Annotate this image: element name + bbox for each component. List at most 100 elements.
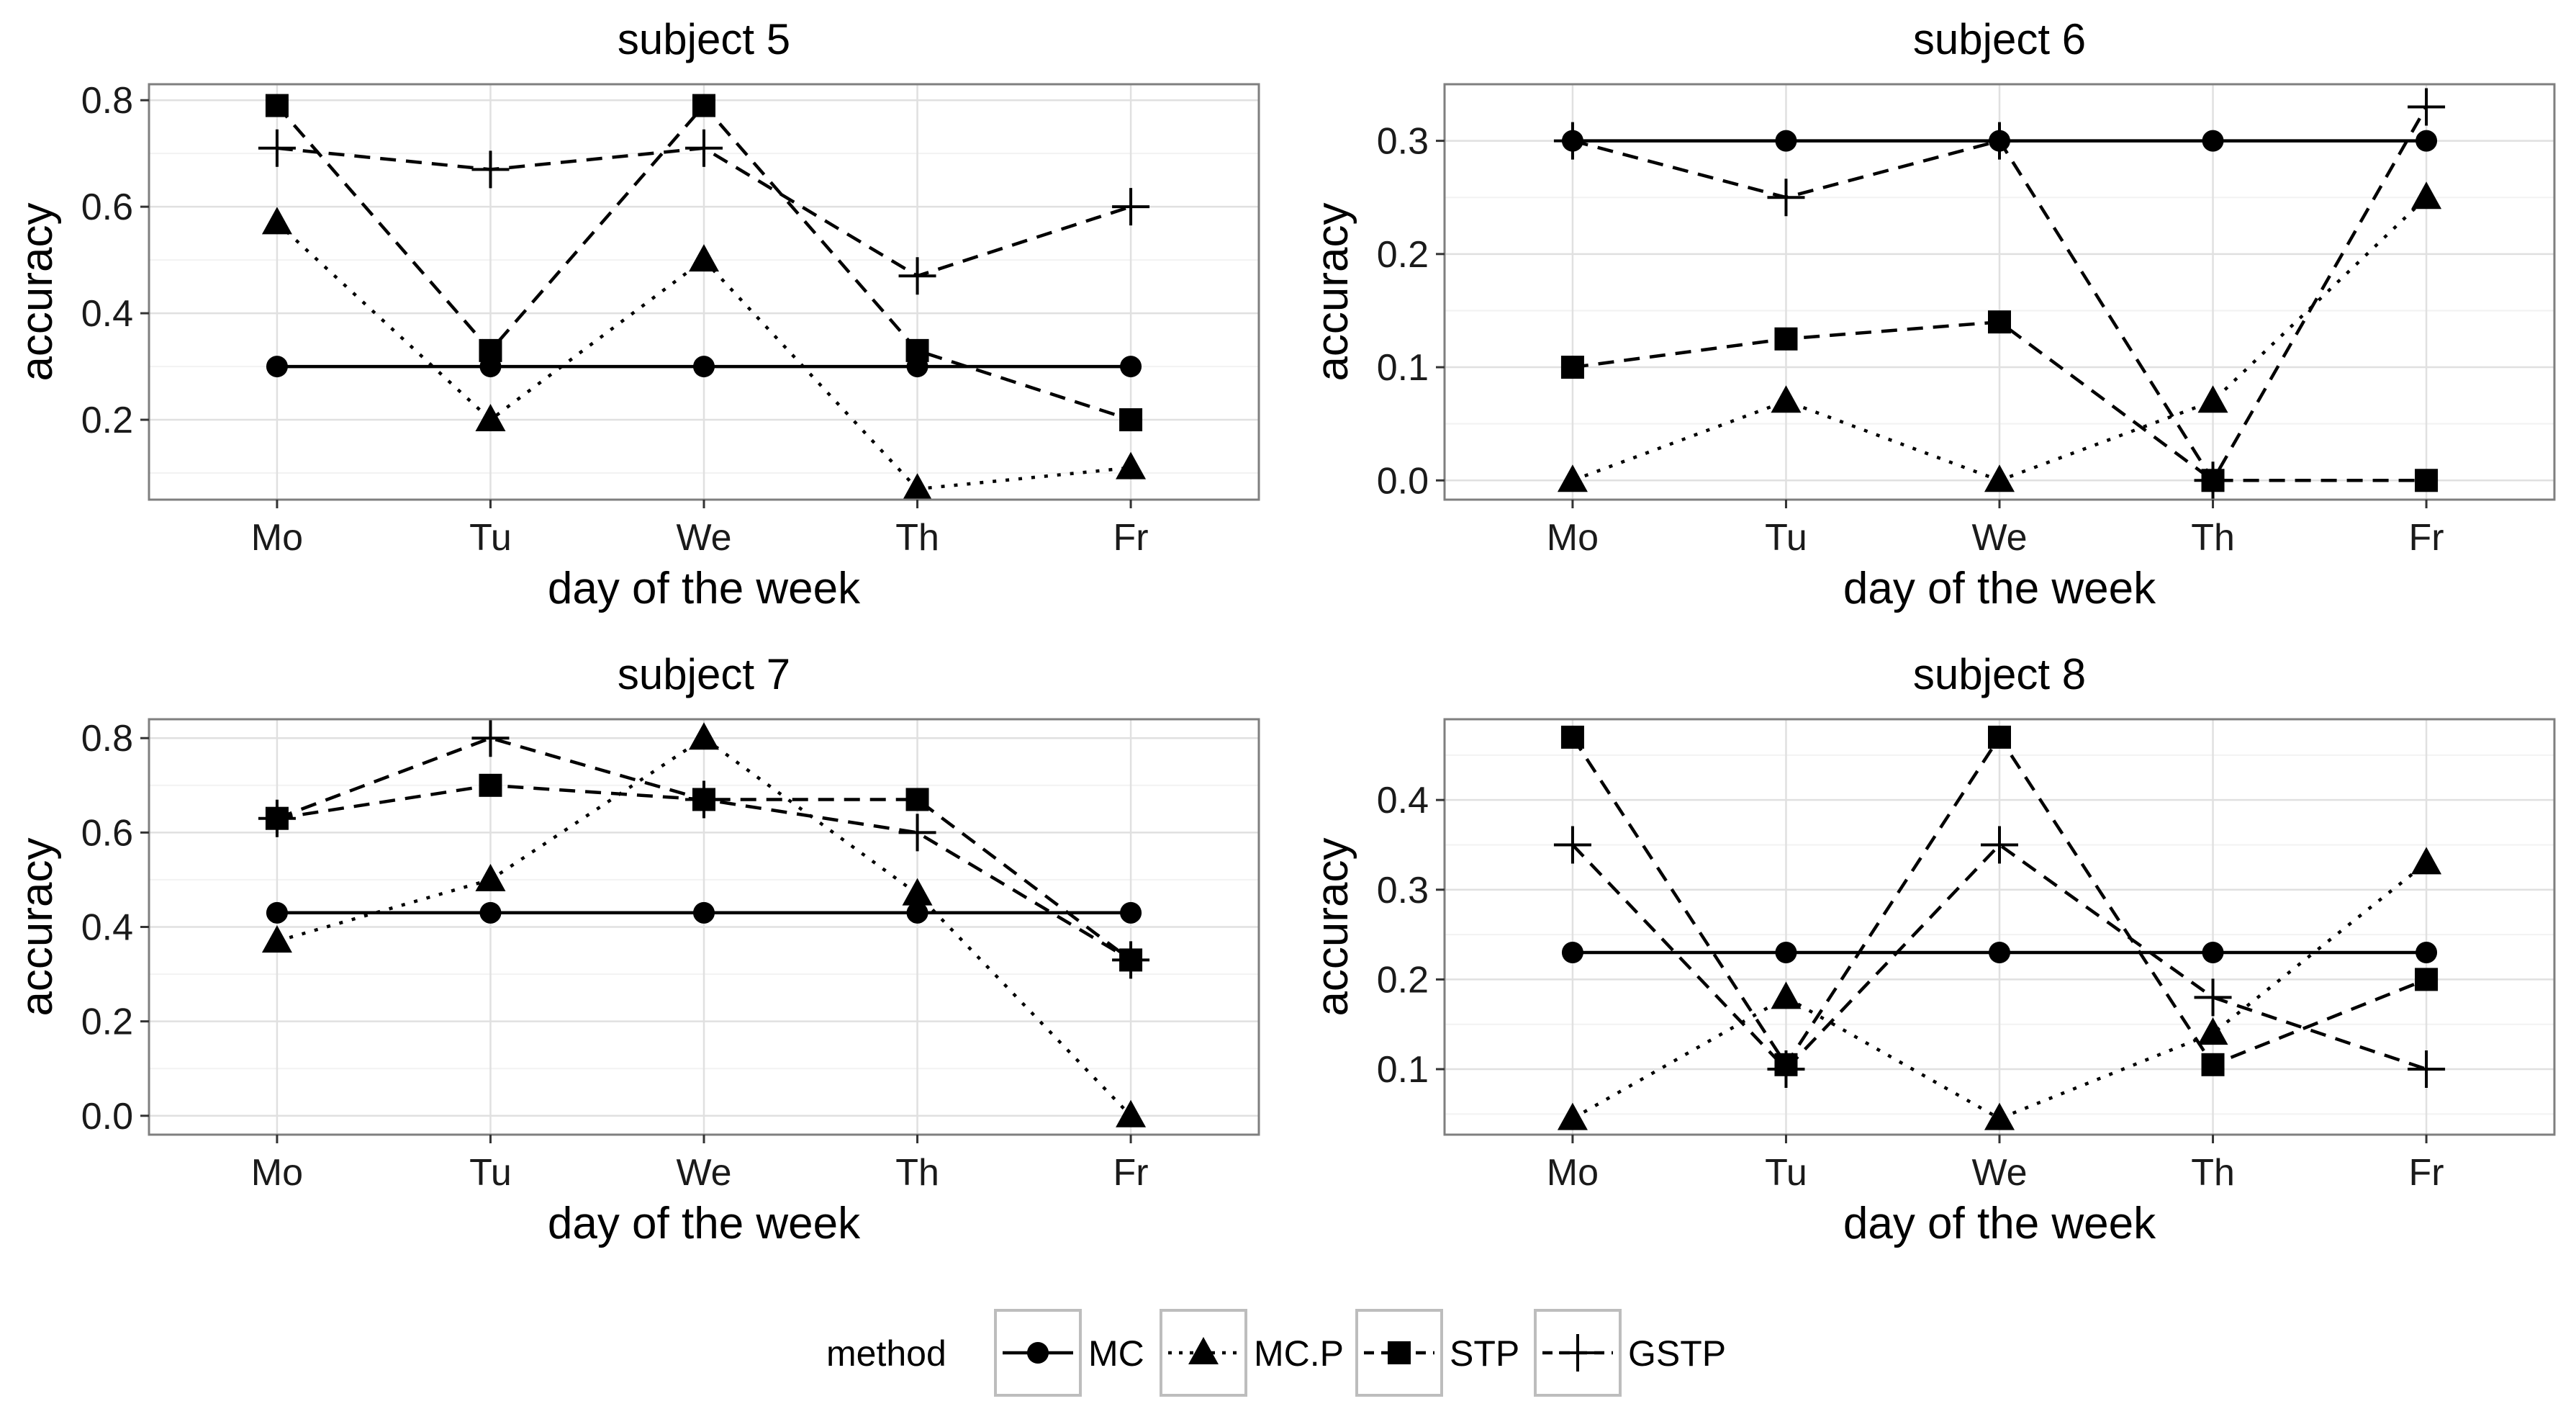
facet-panel: 0.1 0.2 0.3 0.4 Mo Tu We Th Fr subject 8 day of th… [1308,650,2556,1248]
legend-item-stp: STP [1355,1309,1519,1397]
data-point-stp [905,338,929,362]
data-point-gstp [685,129,723,167]
data-point-mc [1120,901,1142,924]
data-point-gstp [1553,826,1591,864]
facet-panel: 0.2 0.4 0.6 0.8 Mo Tu We Th Fr subject 5 day of th… [12,15,1260,613]
data-point-stp [1560,725,1584,749]
legend-item-label: MC.P [1254,1333,1344,1374]
x-tick-label: Mo [251,1152,303,1194]
data-point-stp [2415,469,2439,492]
x-tick-label: Th [895,1152,939,1194]
x-tick-label: Tu [469,1152,512,1194]
x-axis-label: day of the week [548,564,861,613]
data-point-mc [1989,942,2010,964]
data-point-mc-p [1771,385,1802,413]
legend-item-label: GSTP [1628,1333,1726,1374]
x-axis-label: day of the week [1843,1199,2156,1248]
x-tick-label: We [1971,517,2027,559]
data-point-mc [479,901,502,924]
x-tick-label: Mo [251,517,303,559]
data-point-gstp [258,129,296,167]
data-point-stp [1988,725,2011,749]
panel-title: subject 5 [618,15,790,63]
data-point-stp [2415,968,2439,991]
data-point-gstp [2408,88,2446,126]
y-tick-label: 0.2 [1377,959,1429,1001]
x-tick-label: Fr [1113,1152,1149,1194]
legend-key-marker [1027,1342,1049,1364]
panel-title: subject 6 [1913,15,2086,63]
x-axis-label: day of the week [548,1199,861,1248]
y-tick-label: 0.4 [1377,780,1429,821]
data-point-mc [1775,942,1797,964]
data-point-gstp [1767,1050,1805,1089]
data-point-gstp [1767,179,1805,217]
legend-key-marker [1188,1337,1219,1364]
y-tick-label: 0.8 [81,718,133,760]
data-point-mc [1775,130,1797,152]
legend-item-mc-p: MC.P [1160,1309,1344,1397]
x-tick-label: Fr [2409,1152,2444,1194]
data-point-stp [1560,356,1584,379]
data-point-gstp [258,799,296,837]
data-point-mc-p [1116,451,1147,479]
legend-title: method [826,1333,946,1374]
data-point-mc-p [261,207,292,235]
data-point-mc [266,356,288,378]
x-tick-label: We [1971,1152,2027,1194]
legend: method MC MC.P STP GSTP [826,1309,1726,1397]
y-tick-label: 0.4 [81,907,133,949]
x-axis-label: day of the week [1843,564,2156,613]
data-point-mc [693,356,715,378]
legend-key-marker [1388,1341,1411,1364]
y-axis-label: accuracy [1308,837,1357,1016]
data-point-mc [2415,130,2438,152]
data-point-mc-p [689,722,719,750]
data-point-mc [906,901,928,924]
data-point-stp [265,94,289,117]
data-point-mc-p [2197,1017,2228,1045]
data-point-mc-p [1771,981,1802,1009]
y-tick-label: 0.0 [81,1096,133,1138]
data-point-stp [2201,1053,2225,1076]
data-point-mc-p [902,878,933,906]
data-point-mc [1120,356,1142,378]
data-point-gstp [471,719,510,757]
legend-item-label: STP [1450,1333,1519,1374]
data-point-mc-p [475,404,506,432]
legend-key-marker [1559,1334,1596,1372]
legend-item-gstp: GSTP [1534,1309,1726,1397]
data-point-gstp [1112,188,1150,226]
data-point-mc-p [1984,1102,2015,1130]
x-tick-label: Tu [469,517,512,559]
data-point-mc-p [1557,464,1588,492]
x-tick-label: We [676,1152,731,1194]
data-point-mc-p [475,863,506,891]
data-point-mc [1561,942,1583,964]
data-point-gstp [1112,941,1150,979]
data-point-stp [479,773,502,797]
data-point-mc-p [2411,847,2442,875]
y-tick-label: 0.2 [81,1001,133,1043]
data-point-stp [1774,327,1798,351]
y-axis-label: accuracy [1308,202,1357,381]
data-point-mc-p [261,925,292,953]
series-line-mc-p [276,736,1132,1117]
data-point-mc [266,901,288,924]
data-point-gstp [1981,826,2018,864]
data-point-mc [2415,942,2438,964]
legend-keys: MC MC.P STP GSTP [994,1309,1726,1397]
x-tick-label: Th [2191,517,2235,559]
facet-panels: 0.2 0.4 0.6 0.8 Mo Tu We Th Fr subject 5 day of th… [12,15,2556,1248]
panel-title: subject 8 [1913,650,2086,698]
x-tick-label: We [676,517,731,559]
data-point-stp [1988,310,2011,334]
data-point-mc-p [1984,464,2015,492]
x-tick-label: Fr [1113,517,1149,559]
facet-panel: 0.0 0.2 0.4 0.6 0.8 Mo Tu We Th Fr subject 7 day of… [12,650,1260,1248]
x-tick-label: Mo [1547,517,1599,559]
y-axis-label: accuracy [12,837,62,1016]
x-tick-label: Tu [1765,517,1807,559]
x-tick-label: Th [2191,1152,2235,1194]
